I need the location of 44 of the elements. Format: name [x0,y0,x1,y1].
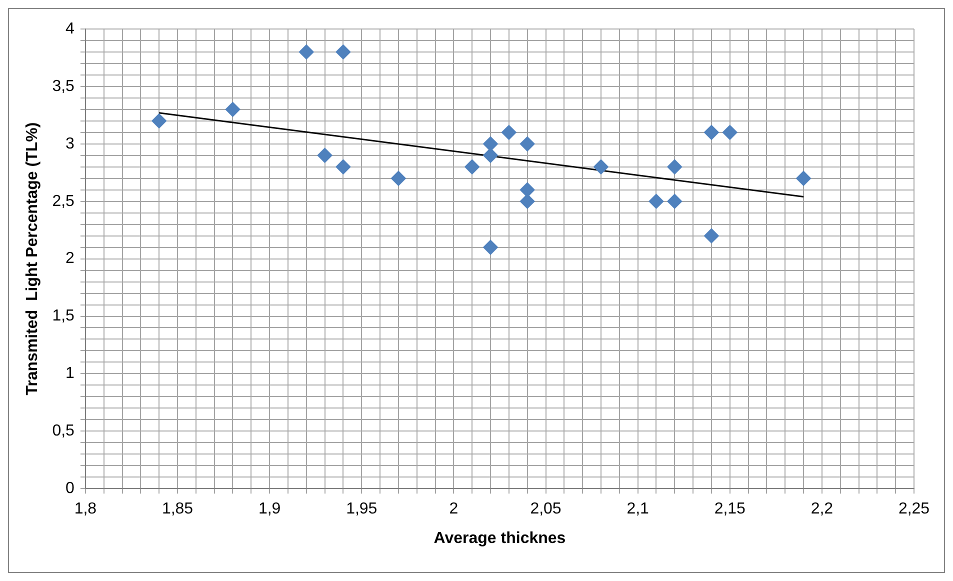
y-tick-label: 1,5 [52,308,75,325]
x-tick-label: 2,2 [810,500,834,518]
point [152,113,167,128]
point [520,194,535,209]
x-tick-label: 2,1 [626,500,650,518]
point [464,159,480,174]
x-tick-label: 2,25 [898,500,930,518]
point [667,194,682,209]
point [483,148,498,163]
point [704,124,719,140]
y-tick-label: 0,5 [52,422,75,440]
y-tick-label: 4 [66,20,75,38]
point [336,159,351,174]
y-tick-label: 2 [66,250,75,268]
y-tick-label: 0 [66,480,75,498]
point [483,240,498,255]
x-tick-label: 1,9 [258,500,281,518]
x-tick-label: 1,95 [346,500,378,518]
point [704,228,719,244]
point [225,102,240,117]
y-tick-label: 1 [66,365,75,382]
point [501,124,516,140]
point [520,182,535,198]
point [593,159,608,174]
point [483,136,498,152]
x-tick-label: 2,15 [714,500,746,518]
y-tick-label: 3 [66,135,75,152]
point [520,136,535,152]
x-tick-label: 2 [449,500,458,518]
y-tick-label: 3,5 [52,78,75,95]
x-tick-label: 2,05 [530,500,562,518]
y-axis-title: Transmited Light Percentage (TL%) [24,122,42,396]
y-tick-label: 2,5 [52,192,75,210]
point [648,194,664,209]
point [390,170,406,186]
point [298,44,314,60]
point [317,148,332,163]
x-tick-label: 1,85 [162,500,194,518]
point [667,159,682,174]
point [796,170,812,186]
x-tick-label: 1,8 [74,500,97,518]
point [722,124,738,140]
x-axis-title: Average thicknes [434,530,566,547]
point [336,44,351,60]
